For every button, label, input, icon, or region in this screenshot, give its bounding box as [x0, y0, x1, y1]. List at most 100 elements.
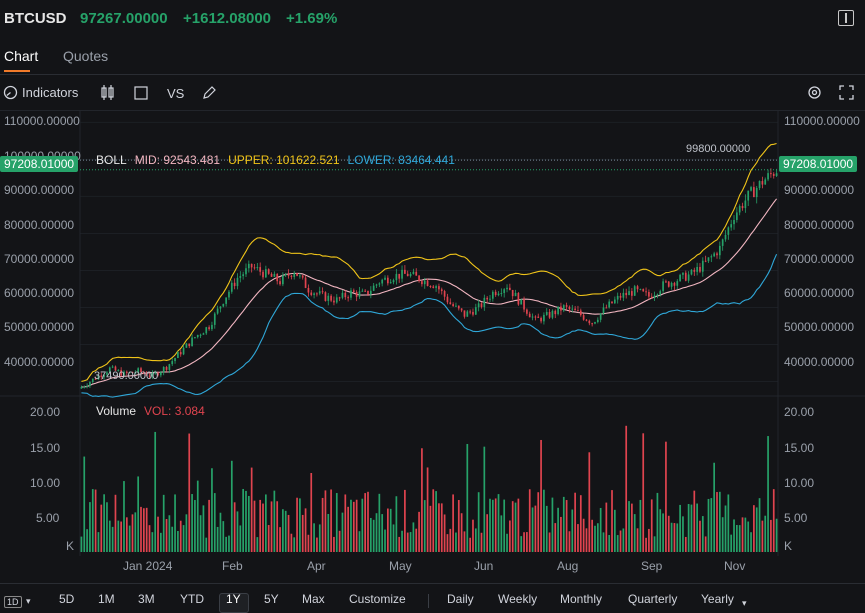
candle-body: [429, 285, 432, 287]
volume-bar: [412, 522, 415, 552]
candle-body: [696, 266, 698, 272]
candle-body: [755, 187, 758, 198]
candle-body: [628, 291, 630, 296]
candle-body: [602, 307, 605, 314]
indicators-button[interactable]: Indicators: [3, 85, 78, 100]
period-daily[interactable]: Daily: [447, 592, 474, 606]
volume-bar: [145, 507, 148, 552]
volume-bar: [562, 496, 565, 552]
candle-body: [211, 324, 213, 330]
period-yearly[interactable]: Yearly: [701, 592, 734, 606]
candle-body: [616, 295, 619, 300]
candle-body: [699, 266, 701, 272]
boll-lower: LOWER: 83464.441: [347, 153, 455, 167]
candle-body: [489, 298, 491, 300]
volume-bar: [656, 492, 659, 552]
range-1y[interactable]: 1Y: [226, 592, 241, 606]
volume-bar: [279, 527, 281, 552]
volume-bar: [540, 439, 542, 552]
range-3m[interactable]: 3M: [138, 592, 155, 606]
price-tick: 80000.00000: [4, 218, 75, 232]
price-chart[interactable]: [0, 111, 865, 556]
candle-body: [273, 273, 276, 277]
volume-bar: [645, 537, 647, 552]
volume-bar: [565, 500, 568, 552]
range-5y[interactable]: 5Y: [264, 592, 279, 606]
range-max[interactable]: Max: [302, 592, 325, 606]
range-ytd[interactable]: YTD: [180, 592, 204, 606]
candle-body: [650, 296, 653, 298]
candle-body: [636, 286, 639, 290]
candle-body: [548, 311, 551, 318]
current-price-tag-left: 97208.01000: [0, 156, 79, 172]
volume-bar: [361, 498, 364, 552]
candle-body: [299, 275, 301, 277]
volume-bar: [80, 536, 83, 552]
volume-bar: [177, 531, 179, 552]
range-customize[interactable]: Customize: [349, 592, 406, 606]
candle-body: [279, 281, 281, 285]
fullscreen-icon[interactable]: [839, 85, 854, 100]
period-weekly[interactable]: Weekly: [498, 592, 538, 606]
toolbar-divider: [0, 110, 865, 111]
volume-bar: [588, 452, 591, 552]
candle-body: [335, 297, 338, 303]
candle-body: [523, 299, 525, 310]
volume-bar: [693, 490, 696, 552]
volume-bar: [94, 489, 97, 552]
volume-bar: [684, 536, 687, 552]
candle-body: [557, 306, 559, 315]
rectangle-icon[interactable]: [134, 86, 148, 100]
volume-bar: [747, 521, 750, 552]
volume-bar: [460, 513, 463, 552]
volume-bar: [491, 499, 494, 552]
period-monthly[interactable]: Monthly: [560, 592, 603, 606]
exit-fullscreen-icon[interactable]: [838, 10, 854, 26]
volume-bar: [134, 512, 137, 552]
volume-bar: [120, 521, 122, 552]
candle-body: [758, 181, 761, 188]
candle-body: [506, 287, 508, 290]
candle-body: [247, 263, 250, 269]
candle-body: [631, 291, 633, 296]
volume-bar: [355, 499, 358, 552]
boll-mid-line: [81, 198, 778, 388]
tab-quotes[interactable]: Quotes: [63, 48, 109, 64]
price-tick: 40000.00000: [4, 355, 75, 369]
pencil-icon[interactable]: [202, 85, 217, 100]
settings-icon[interactable]: [807, 85, 822, 100]
range-1m[interactable]: 1M: [98, 592, 115, 606]
volume-bar: [242, 488, 245, 552]
yearly-caret-icon[interactable]: ▾: [742, 598, 747, 608]
range-5d[interactable]: 5D: [59, 592, 75, 606]
volume-bar: [551, 497, 554, 552]
candle-body: [625, 292, 628, 296]
volume-bar: [696, 503, 698, 552]
candle-body: [330, 295, 332, 301]
candle-body: [656, 294, 659, 296]
candlestick-icon[interactable]: [100, 85, 115, 100]
period-quarterly[interactable]: Quarterly: [628, 592, 678, 606]
interval-caret-icon[interactable]: ▾: [26, 596, 31, 606]
candle-body: [120, 370, 122, 376]
candle-body: [321, 291, 324, 293]
candle-body: [225, 297, 227, 304]
candle-body: [676, 281, 679, 286]
tab-chart[interactable]: Chart: [4, 48, 39, 64]
volume-bar: [111, 526, 114, 552]
volume-bar: [486, 514, 489, 552]
volume-bar: [511, 501, 514, 552]
interval-select[interactable]: 1D: [4, 596, 22, 608]
volume-bar: [602, 532, 605, 552]
volume-bar: [489, 498, 491, 552]
volume-bar: [477, 492, 480, 552]
compare-button[interactable]: VS: [167, 86, 185, 101]
gauge-icon: [3, 85, 18, 100]
candle-body: [293, 273, 296, 277]
volume-bar: [571, 509, 574, 552]
x-tick: Aug: [557, 559, 579, 573]
volume-bar: [574, 492, 576, 552]
volume-tick: 5.00: [784, 511, 808, 525]
candle-body: [591, 323, 594, 325]
volume-bar: [628, 501, 630, 552]
